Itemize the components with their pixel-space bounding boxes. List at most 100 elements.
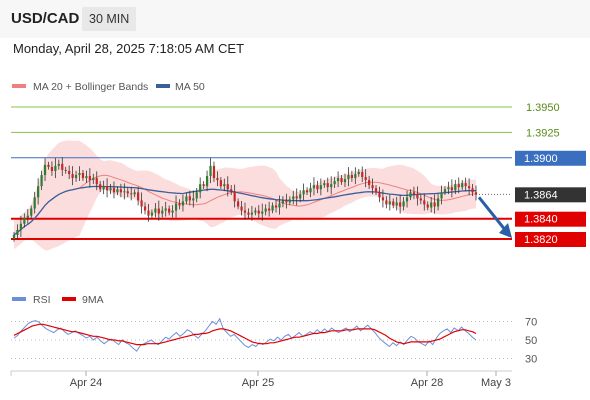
candle <box>157 200 160 221</box>
candle-body <box>164 208 167 211</box>
candle <box>147 203 150 222</box>
candle-body <box>288 199 291 203</box>
candle-body <box>202 184 205 187</box>
candle <box>164 201 167 217</box>
candle <box>419 194 422 205</box>
candle-body <box>347 175 350 180</box>
candle-body <box>257 210 260 214</box>
ma20-swatch <box>12 84 26 88</box>
candle <box>123 183 126 200</box>
candle <box>33 191 36 214</box>
candle <box>71 166 74 186</box>
ma50-swatch <box>156 84 170 88</box>
candle <box>143 202 147 215</box>
candle <box>47 161 50 170</box>
candle-body <box>340 178 343 183</box>
candle <box>395 196 398 211</box>
candle-body <box>312 185 316 189</box>
candle-body <box>109 188 112 191</box>
candle <box>178 199 181 210</box>
candle-body <box>219 180 222 187</box>
candle <box>402 197 405 211</box>
candle-body <box>402 201 405 207</box>
candle <box>95 171 98 191</box>
rsi-ma-legend-label: 9MA <box>82 294 104 306</box>
candle-body <box>123 191 126 193</box>
candle-body <box>68 170 71 175</box>
candle-body <box>23 217 26 224</box>
candle <box>254 207 257 216</box>
candle-body <box>378 192 381 198</box>
candle-body <box>102 186 105 190</box>
candle <box>271 202 274 214</box>
candle-body <box>212 165 216 179</box>
candle <box>243 202 247 220</box>
candle <box>447 181 450 195</box>
level-label-bg-1.3900 <box>515 150 586 166</box>
timeframe-badge[interactable]: 30 MIN <box>82 7 137 31</box>
candle-body <box>112 188 116 193</box>
candle-body <box>30 208 33 216</box>
candle <box>323 180 326 188</box>
candle-body <box>50 166 54 171</box>
level-label-1.3950: 1.3950 <box>526 102 560 114</box>
candle-body <box>419 198 422 201</box>
candle-body <box>443 189 447 193</box>
candle-body <box>81 173 85 179</box>
candle <box>64 166 67 174</box>
symbol-title: USD/CAD <box>11 10 80 27</box>
candle <box>199 177 202 199</box>
candle <box>381 189 385 208</box>
rsi-ma-swatch <box>62 297 76 301</box>
candle <box>264 204 267 216</box>
candle-body <box>350 175 353 179</box>
candle-body <box>454 184 457 191</box>
candle <box>43 158 47 182</box>
candle <box>185 193 188 205</box>
candle-body <box>126 191 129 194</box>
candle <box>99 181 102 192</box>
x-tick-label: Apr 28 <box>411 377 443 389</box>
candle-body <box>471 188 474 193</box>
candle-body <box>33 197 36 209</box>
candle <box>16 224 19 240</box>
candle-body <box>226 184 229 190</box>
candle <box>216 171 219 187</box>
candle-body <box>223 184 226 187</box>
candle <box>312 177 316 196</box>
moving-average-layer <box>13 174 477 236</box>
candle-body <box>405 197 409 202</box>
candle <box>171 205 174 218</box>
candle <box>368 175 371 190</box>
candle-body <box>240 206 243 211</box>
candle <box>461 180 464 190</box>
candle-body <box>364 177 367 181</box>
candle-body <box>99 184 102 190</box>
candle <box>305 187 309 196</box>
candle <box>278 195 281 215</box>
candle-body <box>250 212 254 215</box>
level-lines-layer <box>11 106 512 240</box>
candle <box>133 189 136 198</box>
candle-body <box>440 192 443 199</box>
candle-body <box>143 206 147 211</box>
candle-body <box>185 196 188 202</box>
candle <box>433 194 436 214</box>
candle-body <box>199 184 202 193</box>
candle <box>257 205 260 219</box>
candle <box>443 186 447 196</box>
candle-body <box>150 212 154 216</box>
candle <box>292 190 295 205</box>
candle <box>102 180 105 195</box>
candle <box>268 201 271 217</box>
candle-body <box>264 208 267 212</box>
candle <box>299 190 302 203</box>
x-tick-label: Apr 24 <box>70 377 102 389</box>
candle <box>336 171 340 188</box>
candle <box>68 165 71 179</box>
candle-body <box>271 205 274 211</box>
candle <box>23 213 26 228</box>
candle <box>364 169 367 188</box>
candle-body <box>181 201 185 206</box>
candle <box>188 190 191 206</box>
